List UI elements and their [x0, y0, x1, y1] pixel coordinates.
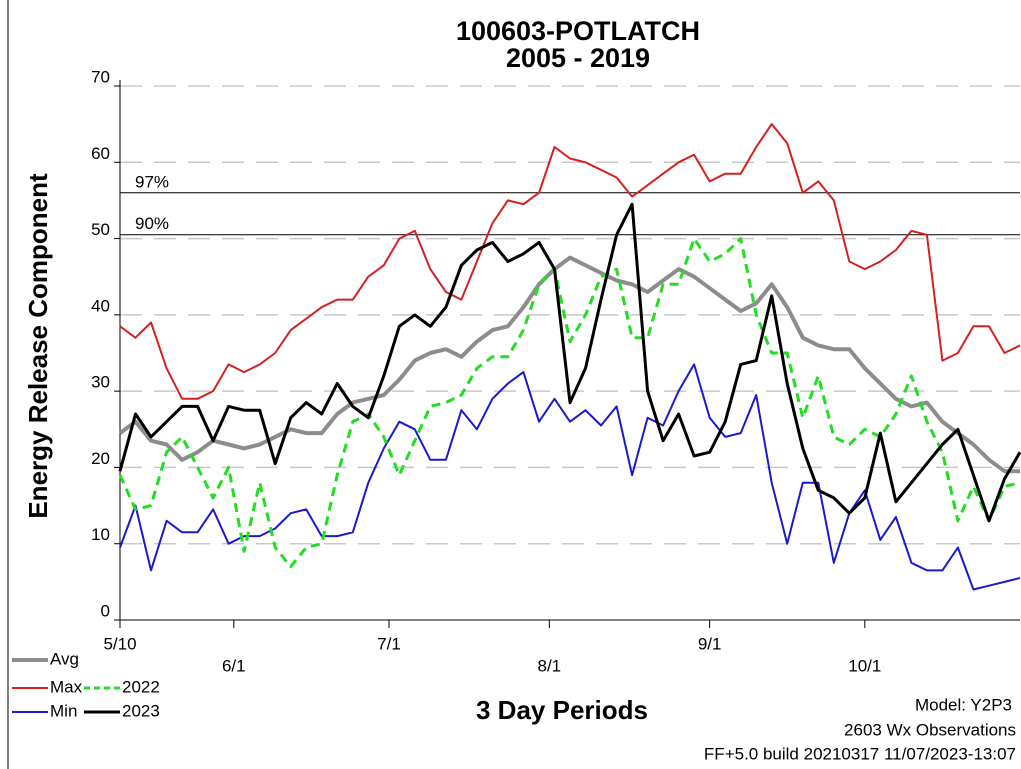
legend-label: 2022: [122, 677, 160, 696]
y-tick-label: 60: [91, 144, 110, 163]
series-line: [119, 123, 1021, 400]
chart-title: 100603-POTLATCH: [456, 16, 700, 46]
x-tick-label: 5/10: [103, 634, 136, 653]
y-tick-label: 30: [91, 373, 110, 392]
y-tick-label: 70: [91, 67, 110, 86]
reference-label: 90%: [135, 214, 169, 233]
y-tick-label: 40: [91, 296, 110, 315]
y-axis-title: Energy Release Component: [23, 173, 53, 519]
series-line: [118, 237, 1021, 569]
x-tick-label: 6/1: [222, 656, 246, 675]
footer-observations: 2603 Wx Observations: [844, 720, 1016, 739]
x-tick-label: 7/1: [377, 634, 401, 653]
y-tick-label: 50: [91, 220, 110, 239]
legend-label: Avg: [50, 649, 79, 668]
y-tick-label: 20: [91, 449, 110, 468]
reference-label: 97%: [135, 172, 169, 191]
legend-label: 2023: [122, 701, 160, 720]
y-tick-label: 10: [91, 525, 110, 544]
y-tick-label: 0: [101, 601, 110, 620]
series-line: [118, 202, 1021, 523]
series-line: [118, 255, 1020, 474]
chart-subtitle: 2005 - 2019: [506, 43, 650, 73]
x-tick-label: 9/1: [698, 634, 722, 653]
x-axis-title: 3 Day Periods: [476, 695, 648, 725]
footer-model: Model: Y2P3: [915, 695, 1012, 714]
x-tick-label: 8/1: [537, 656, 561, 675]
footer-build: FF+5.0 build 20210317 11/07/2023-13:07: [704, 744, 1016, 763]
legend-label: Max: [50, 677, 83, 696]
legend-label: Min: [50, 701, 77, 720]
x-tick-label: 10/1: [848, 656, 881, 675]
